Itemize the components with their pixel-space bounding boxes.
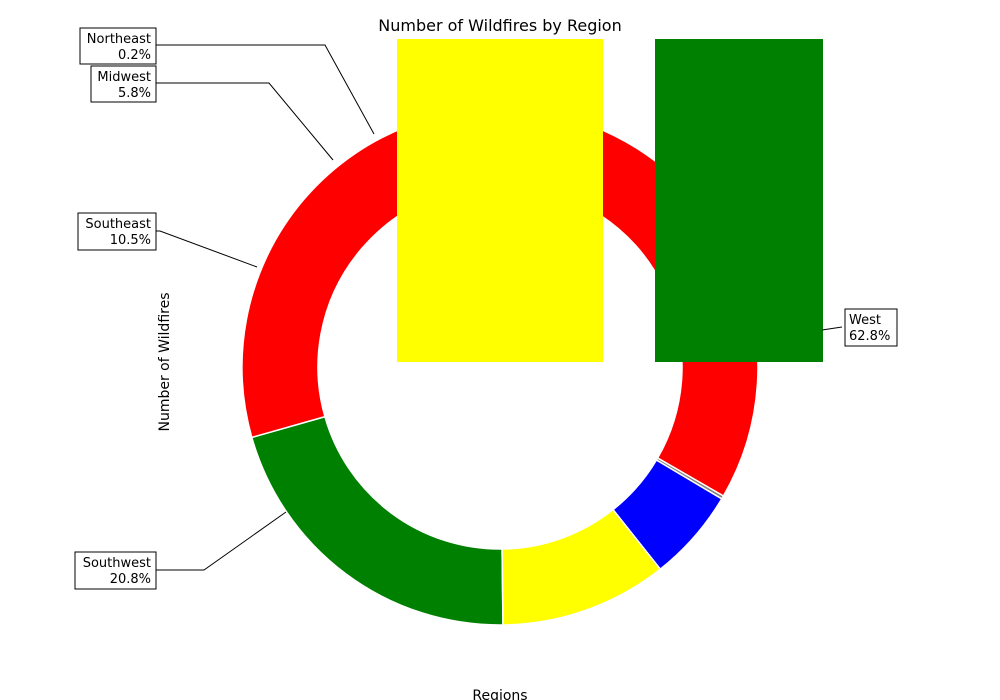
leader-line-northeast (156, 44, 375, 135)
callout-pct-midwest: 5.8% (118, 86, 151, 101)
callout-box-southwest (74, 551, 157, 590)
leader-line-west (821, 326, 843, 331)
leader-line-midwest (156, 82, 334, 161)
slice-southwest (250, 415, 504, 626)
callout-box-northeast (79, 27, 157, 65)
x-axis-label: Regions (472, 688, 527, 700)
callout-box-west (844, 308, 898, 347)
y-axis-label: Number of Wildfires (157, 292, 173, 431)
callout-pct-southwest: 20.8% (110, 572, 151, 587)
slice-northeast (655, 456, 725, 500)
callout-pct-southeast: 10.5% (110, 233, 151, 248)
callout-label-west: West (849, 313, 881, 328)
donut-slices (241, 108, 759, 626)
callout-label-southeast: Southeast (85, 217, 151, 232)
callout-box-southeast (77, 212, 157, 251)
callout-pct-northeast: 0.2% (118, 48, 151, 63)
callout-pct-west: 62.8% (849, 329, 890, 344)
overlay-bars (397, 39, 823, 362)
leader-line-southwest (156, 511, 287, 571)
leader-line-southeast (156, 230, 258, 268)
chart-title: Number of Wildfires by Region (378, 16, 621, 35)
callout-label-northeast: Northeast (87, 32, 151, 47)
callout-label-midwest: Midwest (97, 70, 151, 85)
callout-box-midwest (90, 65, 157, 103)
overlay-bar-1 (397, 39, 603, 362)
overlay-bar-2 (655, 39, 823, 362)
callout-label-southwest: Southwest (83, 556, 151, 571)
